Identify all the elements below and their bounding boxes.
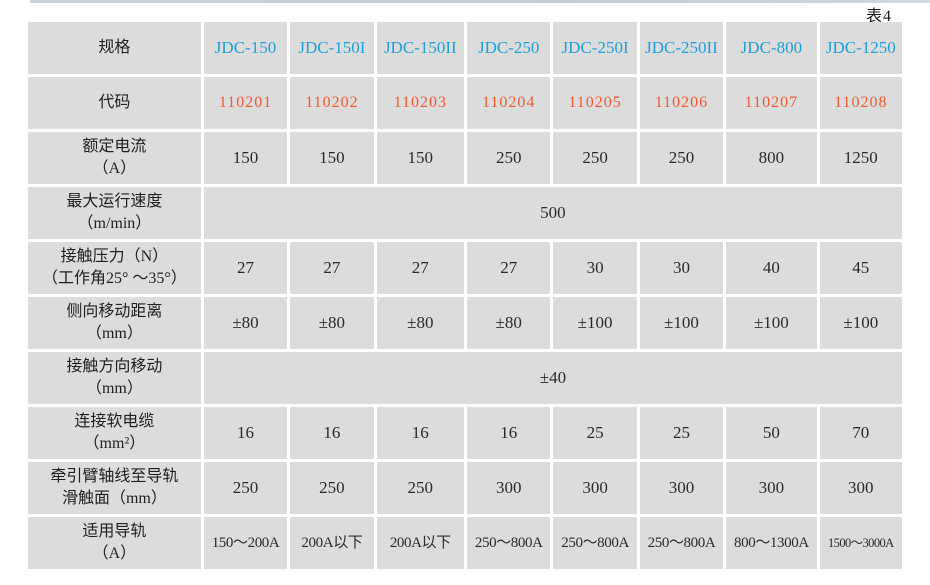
cable-section-cell: 16 xyxy=(203,407,288,459)
row-label: 适用导轨 （A） xyxy=(28,517,201,569)
contact-pressure-cell: 45 xyxy=(819,242,902,294)
arm-axis-distance-cell: 300 xyxy=(819,462,902,514)
lateral-movement-cell: ±80 xyxy=(376,297,464,349)
row-label: 连接软电缆 （mm²） xyxy=(28,407,201,459)
lateral-movement-cell: ±100 xyxy=(553,297,637,349)
row-label: 接触方向移动 （mm） xyxy=(28,352,201,404)
cable-section-cell: 16 xyxy=(467,407,551,459)
model-header-cell: JDC-1250 xyxy=(819,22,902,74)
arm-axis-distance-cell: 300 xyxy=(553,462,637,514)
arm-axis-distance-cell: 300 xyxy=(467,462,551,514)
model-header-cell: JDC-250II xyxy=(639,22,724,74)
applicable-rail-cell: 1500～3000A xyxy=(819,517,902,569)
table-caption: 表4 xyxy=(865,8,892,25)
rated-current-cell: 800 xyxy=(726,132,817,184)
table-row: 适用导轨 （A） 150～200A 200A以下 200A以下 250～800A 250～8… xyxy=(28,517,902,569)
cable-section-cell: 25 xyxy=(553,407,637,459)
applicable-rail-cell: 250～800A xyxy=(553,517,637,569)
cable-section-cell: 25 xyxy=(639,407,724,459)
arm-axis-distance-cell: 300 xyxy=(726,462,817,514)
applicable-rail-cell: 250～800A xyxy=(639,517,724,569)
model-header-cell: JDC-150I xyxy=(290,22,374,74)
rated-current-cell: 250 xyxy=(467,132,551,184)
contact-pressure-cell: 30 xyxy=(639,242,724,294)
table-row: 规格 JDC-150 JDC-150I JDC-150II JDC-250 JDC-250… xyxy=(28,22,902,74)
rated-current-cell: 150 xyxy=(376,132,464,184)
contact-pressure-cell: 40 xyxy=(726,242,817,294)
model-header-cell: JDC-250 xyxy=(467,22,551,74)
contact-pressure-cell: 30 xyxy=(553,242,637,294)
top-horizontal-rule xyxy=(30,0,930,3)
table-row: 额定电流 （A） 150 150 150 250 250 250 800 1250 xyxy=(28,132,902,184)
model-header-cell: JDC-800 xyxy=(726,22,817,74)
model-header-cell: JDC-150II xyxy=(376,22,464,74)
row-label: 最大运行速度 （m/min） xyxy=(28,187,201,239)
row-label: 规格 xyxy=(28,22,201,74)
contact-direction-cell: ±40 xyxy=(203,352,902,404)
arm-axis-distance-cell: 250 xyxy=(203,462,288,514)
lateral-movement-cell: ±100 xyxy=(639,297,724,349)
contact-pressure-cell: 27 xyxy=(467,242,551,294)
cable-section-cell: 16 xyxy=(376,407,464,459)
code-cell: 110201 xyxy=(203,77,288,129)
lateral-movement-cell: ±80 xyxy=(203,297,288,349)
table-row: 侧向移动距离 （mm） ±80 ±80 ±80 ±80 ±100 ±100 ±100 ±100 xyxy=(28,297,902,349)
lateral-movement-cell: ±100 xyxy=(726,297,817,349)
table-row: 连接软电缆 （mm²） 16 16 16 16 25 25 50 70 xyxy=(28,407,902,459)
rated-current-cell: 250 xyxy=(639,132,724,184)
code-cell: 110205 xyxy=(553,77,637,129)
rated-current-cell: 250 xyxy=(553,132,637,184)
cable-section-cell: 16 xyxy=(290,407,374,459)
code-cell: 110206 xyxy=(639,77,724,129)
model-header-cell: JDC-250I xyxy=(553,22,637,74)
arm-axis-distance-cell: 300 xyxy=(639,462,724,514)
row-label: 牵引臂轴线至导轨 滑触面（mm） xyxy=(28,462,201,514)
contact-pressure-cell: 27 xyxy=(290,242,374,294)
rated-current-cell: 150 xyxy=(203,132,288,184)
applicable-rail-cell: 800～1300A xyxy=(726,517,817,569)
rated-current-cell: 150 xyxy=(290,132,374,184)
cable-section-cell: 50 xyxy=(726,407,817,459)
applicable-rail-cell: 250～800A xyxy=(467,517,551,569)
table-row: 代码 110201 110202 110203 110204 110205 110206 11… xyxy=(28,77,902,129)
contact-pressure-cell: 27 xyxy=(203,242,288,294)
table-row: 接触压力（N） （工作角25° ～35°） 27 27 27 27 30 30 40 45 xyxy=(28,242,902,294)
applicable-rail-cell: 150～200A xyxy=(203,517,288,569)
code-cell: 110208 xyxy=(819,77,902,129)
spec-table-body: 规格 JDC-150 JDC-150I JDC-150II JDC-250 JDC-250… xyxy=(28,22,902,569)
row-label: 额定电流 （A） xyxy=(28,132,201,184)
max-speed-cell: 500 xyxy=(203,187,902,239)
cable-section-cell: 70 xyxy=(819,407,902,459)
row-label: 接触压力（N） （工作角25° ～35°） xyxy=(28,242,201,294)
code-cell: 110203 xyxy=(376,77,464,129)
code-cell: 110202 xyxy=(290,77,374,129)
code-cell: 110204 xyxy=(467,77,551,129)
row-label: 侧向移动距离 （mm） xyxy=(28,297,201,349)
lateral-movement-cell: ±80 xyxy=(290,297,374,349)
table-row: 牵引臂轴线至导轨 滑触面（mm） 250 250 250 300 300 300 300 300 xyxy=(28,462,902,514)
code-cell: 110207 xyxy=(726,77,817,129)
model-header-cell: JDC-150 xyxy=(203,22,288,74)
product-spec-table: 规格 JDC-150 JDC-150I JDC-150II JDC-250 JDC-250… xyxy=(25,19,905,572)
applicable-rail-cell: 200A以下 xyxy=(376,517,464,569)
applicable-rail-cell: 200A以下 xyxy=(290,517,374,569)
row-label: 代码 xyxy=(28,77,201,129)
arm-axis-distance-cell: 250 xyxy=(290,462,374,514)
table-row: 最大运行速度 （m/min） 500 xyxy=(28,187,902,239)
lateral-movement-cell: ±80 xyxy=(467,297,551,349)
arm-axis-distance-cell: 250 xyxy=(376,462,464,514)
contact-pressure-cell: 27 xyxy=(376,242,464,294)
lateral-movement-cell: ±100 xyxy=(819,297,902,349)
rated-current-cell: 1250 xyxy=(819,132,902,184)
table-row: 接触方向移动 （mm） ±40 xyxy=(28,352,902,404)
